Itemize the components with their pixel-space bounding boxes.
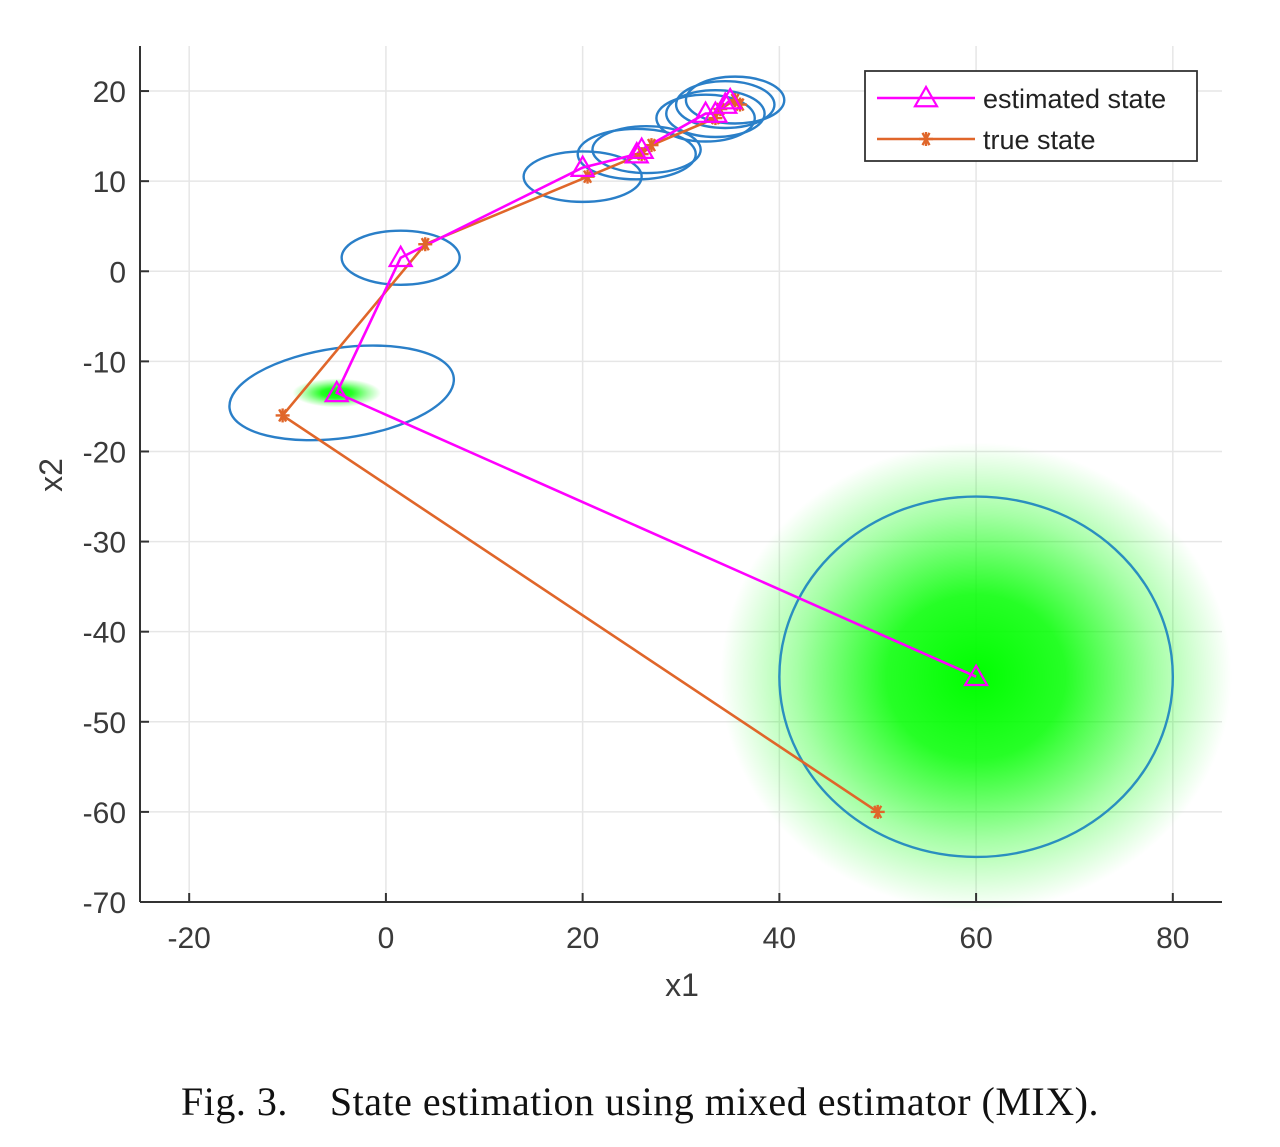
legend-label-1: true state (983, 125, 1096, 155)
covariance-ellipse-3 (522, 150, 643, 204)
y-tick-label: 20 (93, 76, 126, 109)
y-tick-label: -50 (83, 707, 126, 740)
y-tick-label: -10 (83, 346, 126, 379)
x-tick-label: 60 (959, 922, 992, 955)
marker-true-0 (870, 804, 885, 819)
covariance-ellipse-1 (228, 344, 456, 442)
marker-true-2 (418, 237, 433, 252)
covariance-ellipse-8 (674, 79, 776, 130)
x-tick-label: -20 (168, 922, 211, 955)
marker-true-5 (644, 138, 659, 153)
y-axis-label: x2 (33, 458, 69, 492)
covariance-ellipse-7 (665, 88, 766, 139)
y-tick-label: 0 (109, 256, 126, 289)
covariance-ellipse-6 (655, 93, 756, 143)
covariance-ellipse-4 (576, 127, 697, 181)
y-tick-label: -60 (83, 797, 126, 830)
x-tick-label: 0 (378, 922, 395, 955)
y-tick-label: -40 (83, 617, 126, 650)
y-tick-label: 10 (93, 166, 126, 199)
density-blobs (292, 378, 1232, 912)
legend-marker-1 (919, 132, 933, 146)
axes (139, 46, 1222, 903)
x-axis-label: x1 (665, 967, 699, 1003)
series-lines (275, 86, 989, 819)
legend-marker-0 (913, 84, 939, 108)
y-tick-label: -70 (83, 887, 126, 920)
density-blob-0 (720, 442, 1232, 912)
marker-estimated-4 (623, 140, 650, 164)
covariance-ellipse-2 (340, 229, 461, 286)
marker-estimated-3 (569, 154, 596, 177)
tick-labels: -20 0 20 40 60 80 -70 -60 -50 -40 -30 -20 -10 0 10 20 (83, 76, 1190, 955)
y-tick-label: -30 (83, 527, 126, 560)
legend-box (864, 70, 1198, 162)
covariance-ellipses (228, 75, 1175, 859)
series-line-1 (280, 98, 879, 813)
x-tick-label: 80 (1156, 922, 1189, 955)
state-estimation-chart: -20 0 20 40 60 80 -70 -60 -50 -40 -30 -20 -10 0 10 20 x… (33, 46, 1232, 1003)
marker-true-1 (275, 408, 290, 423)
covariance-ellipse-0 (778, 495, 1175, 859)
y-tick-label: -20 (83, 436, 126, 469)
covariance-ellipse-5 (591, 124, 702, 175)
legend: estimated state true state (864, 70, 1198, 162)
marker-estimated-1 (323, 379, 350, 403)
covariance-ellipse-9 (684, 75, 786, 125)
marker-estimated-2 (387, 244, 414, 268)
marker-estimated-5 (628, 136, 655, 159)
x-tick-label: 20 (566, 922, 599, 955)
x-tick-label: 40 (763, 922, 796, 955)
legend-label-0: estimated state (983, 84, 1166, 114)
marker-estimated-0 (963, 663, 989, 687)
marker-estimated-8 (712, 91, 739, 114)
marker-estimated-9 (717, 86, 744, 110)
figure-caption: Fig. 3. State estimation using mixed est… (181, 1079, 1099, 1124)
